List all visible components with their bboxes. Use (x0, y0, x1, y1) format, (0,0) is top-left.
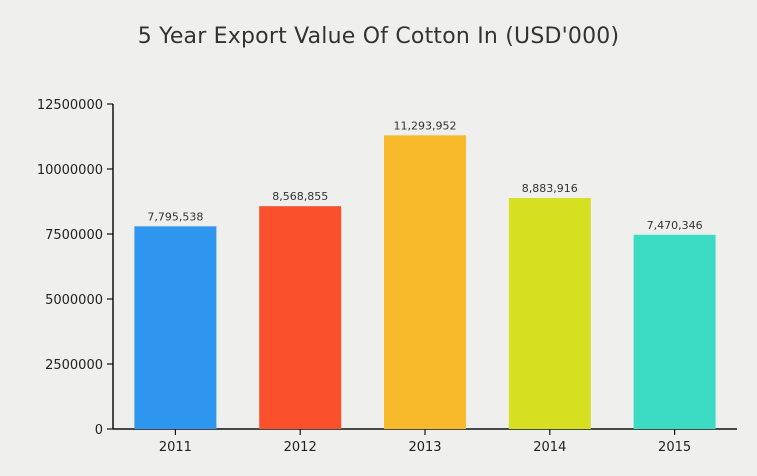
bar-2013 (384, 135, 466, 430)
data-label-2012: 8,568,855 (272, 190, 328, 203)
data-label-2011: 7,795,538 (147, 210, 203, 223)
y-tick-label-0: 0 (95, 423, 103, 438)
y-tick-label-2: 5000000 (45, 293, 103, 308)
data-label-2014: 8,883,916 (522, 182, 578, 195)
x-tick-label-2014: 2014 (533, 440, 566, 455)
y-tick-label-1: 2500000 (45, 358, 103, 373)
y-tick-label-5: 12500000 (37, 98, 103, 113)
data-label-2015: 7,470,346 (647, 219, 703, 232)
data-label-2013: 11,293,952 (394, 119, 457, 132)
y-tick-label-3: 7500000 (45, 228, 103, 243)
x-tick-label-2012: 2012 (284, 440, 317, 455)
x-tick-label-2013: 2013 (408, 440, 441, 455)
x-tick-label-2011: 2011 (159, 440, 192, 455)
chart-title: 5 Year Export Value Of Cotton In (USD'00… (137, 24, 620, 49)
y-tick-label-4: 10000000 (37, 163, 103, 178)
bar-2015 (633, 234, 716, 429)
bar-2011 (134, 226, 217, 429)
bar-2012 (259, 206, 342, 429)
bar-2014 (508, 198, 591, 429)
x-tick-label-2015: 2015 (658, 440, 691, 455)
